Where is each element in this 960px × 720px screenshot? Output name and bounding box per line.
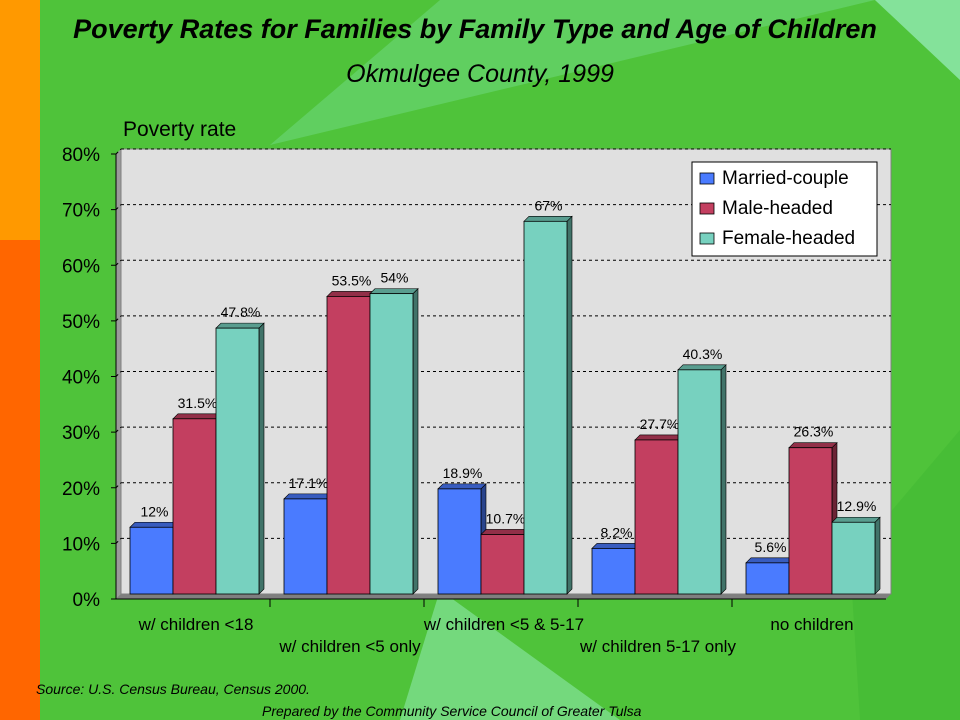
- background-ribbon-top: [270, 0, 960, 145]
- bar: [215, 327, 260, 595]
- bar-top: [215, 322, 265, 329]
- legend-box: [691, 161, 878, 257]
- bar: [437, 488, 482, 595]
- gridline-wall: [115, 259, 122, 266]
- bar: [172, 418, 217, 595]
- bar-top: [172, 413, 222, 420]
- legend-swatch: [699, 172, 715, 185]
- data-label: 54%: [380, 270, 408, 286]
- background-ribbon-right: [850, 430, 960, 720]
- bar-side: [874, 516, 881, 595]
- bar: [745, 562, 790, 595]
- legend-label: Married-couple: [722, 168, 849, 189]
- bar: [788, 447, 833, 595]
- accent-bar-orange: [0, 0, 40, 240]
- bar-top: [129, 521, 179, 528]
- bar-side: [566, 215, 573, 595]
- bar: [677, 369, 722, 595]
- data-label: 12.9%: [837, 498, 877, 514]
- bar-top: [591, 543, 641, 549]
- data-label: 47.8%: [221, 304, 261, 320]
- prepared-note: Prepared by the Community Service Counci…: [262, 703, 642, 719]
- bar-top: [677, 364, 727, 371]
- gridline-wall: [115, 204, 122, 210]
- y-tick-label: 30%: [62, 423, 100, 444]
- y-tick-label: 70%: [62, 201, 100, 222]
- data-label: 18.9%: [443, 465, 483, 481]
- bar: [369, 293, 414, 595]
- x-tick-label: w/ children <5 & 5-17: [423, 615, 584, 634]
- y-tick-label: 20%: [62, 479, 100, 500]
- gridline-wall: [115, 315, 122, 322]
- bar-top: [745, 557, 795, 564]
- data-label: 17.1%: [289, 475, 329, 491]
- bar-side: [258, 322, 265, 595]
- bar-side: [412, 287, 419, 595]
- data-label: 8.2%: [601, 524, 633, 540]
- data-label: 53.5%: [332, 272, 372, 288]
- gridline-wall: [115, 148, 122, 155]
- y-tick-label: 40%: [62, 368, 100, 389]
- bar-top: [369, 288, 419, 294]
- bar: [634, 439, 679, 595]
- legend-swatch: [699, 202, 715, 215]
- background-ribbon-bottom: [400, 590, 620, 720]
- y-tick-label: 60%: [62, 256, 100, 277]
- bar-top: [480, 529, 530, 535]
- data-label: 10.7%: [486, 510, 526, 526]
- bar-top: [634, 434, 684, 441]
- bar-side: [720, 364, 727, 595]
- legend-swatch: [699, 232, 715, 245]
- bar-top: [523, 216, 573, 222]
- data-label: 27.7%: [640, 416, 680, 432]
- bar: [326, 296, 371, 595]
- legend-label: Female-headed: [722, 228, 855, 249]
- data-label: 12%: [140, 503, 168, 519]
- gridline-wall: [115, 482, 122, 489]
- bar: [831, 521, 876, 595]
- bar-top: [437, 483, 487, 490]
- y-tick-label: 80%: [62, 145, 100, 166]
- x-tick-label: w/ children <5 only: [278, 637, 421, 656]
- background-corner-top-right: [875, 0, 960, 80]
- y-tick-label: 10%: [62, 534, 100, 555]
- data-label: 31.5%: [178, 395, 218, 411]
- gridline-wall: [115, 426, 122, 433]
- bar-top: [283, 493, 333, 500]
- bar: [480, 534, 525, 595]
- y-tick-label: 0%: [73, 590, 101, 611]
- bar: [591, 547, 636, 595]
- legend-label: Male-headed: [722, 198, 833, 219]
- bar-top: [831, 516, 881, 523]
- bar-top: [326, 291, 376, 297]
- bar-top: [788, 442, 838, 449]
- plot-side-wall: [116, 149, 121, 599]
- chart-title: Poverty Rates for Families by Family Typ…: [73, 14, 877, 44]
- plot-floor: [116, 594, 891, 599]
- data-label: 67%: [534, 197, 562, 213]
- gridline-wall: [115, 371, 122, 377]
- bar: [129, 526, 174, 595]
- data-label: 26.3%: [794, 424, 834, 440]
- y-axis-title: Poverty rate: [123, 118, 236, 141]
- x-tick-label: w/ children 5-17 only: [579, 637, 736, 656]
- chart-subtitle: Okmulgee County, 1999: [346, 60, 614, 88]
- data-label: 40.3%: [683, 346, 723, 362]
- x-tick-label: no children: [770, 615, 853, 634]
- y-tick-label: 50%: [62, 312, 100, 333]
- x-tick-label: w/ children <18: [138, 615, 254, 634]
- bar: [283, 498, 328, 595]
- accent-bar-red: [0, 240, 40, 720]
- source-note: Source: U.S. Census Bureau, Census 2000.: [36, 681, 310, 697]
- bar: [523, 220, 568, 595]
- gridline-wall: [115, 538, 122, 544]
- data-label: 5.6%: [755, 539, 787, 555]
